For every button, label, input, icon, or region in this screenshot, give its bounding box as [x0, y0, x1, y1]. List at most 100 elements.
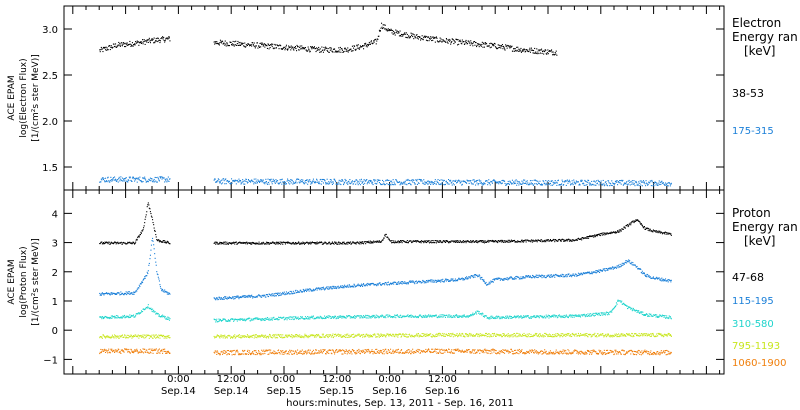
- data-point: [117, 315, 119, 317]
- data-point: [401, 283, 403, 285]
- data-point: [506, 47, 508, 49]
- data-point: [162, 314, 164, 316]
- data-point: [107, 243, 109, 245]
- data-point: [271, 183, 273, 185]
- electron-ylabel-line3: [1/(cm²s ster MeV)]: [31, 54, 41, 141]
- data-point: [551, 315, 553, 317]
- data-point: [624, 261, 626, 263]
- data-point: [576, 181, 578, 183]
- data-point: [152, 38, 154, 40]
- data-point: [430, 240, 432, 242]
- data-point: [504, 180, 506, 182]
- data-point: [214, 241, 216, 243]
- data-point: [230, 183, 232, 185]
- data-point: [616, 303, 618, 305]
- data-point: [351, 285, 353, 287]
- data-point: [346, 241, 348, 243]
- data-point: [514, 277, 516, 279]
- data-point: [324, 179, 326, 181]
- data-point: [398, 181, 400, 183]
- data-point: [317, 49, 319, 51]
- data-point: [235, 296, 237, 298]
- data-point: [218, 179, 220, 181]
- data-point: [412, 315, 414, 317]
- data-point: [388, 314, 390, 316]
- data-point: [438, 279, 440, 281]
- data-point: [159, 176, 161, 178]
- data-point: [391, 240, 393, 242]
- data-point: [595, 272, 597, 274]
- data-point: [402, 282, 404, 284]
- data-point: [165, 291, 167, 293]
- data-point: [263, 44, 265, 46]
- data-point: [370, 242, 372, 244]
- data-point: [238, 318, 240, 320]
- data-point: [470, 241, 472, 243]
- data-point: [647, 227, 649, 229]
- data-point: [491, 280, 493, 282]
- data-point: [569, 239, 571, 241]
- data-point: [146, 275, 148, 277]
- data-point: [395, 179, 397, 181]
- data-point: [453, 241, 455, 243]
- data-point: [536, 180, 538, 182]
- data-point: [612, 308, 614, 310]
- data-point: [643, 182, 645, 184]
- data-point: [350, 243, 352, 245]
- data-point: [438, 315, 440, 317]
- data-point: [322, 51, 324, 53]
- data-point: [291, 180, 293, 182]
- data-point: [424, 281, 426, 283]
- data-point: [292, 181, 294, 183]
- data-point: [278, 241, 280, 243]
- data-point: [167, 292, 169, 294]
- data-point: [152, 311, 154, 313]
- data-point: [648, 181, 650, 183]
- data-point: [253, 42, 255, 44]
- data-point: [337, 242, 339, 244]
- data-point: [619, 182, 621, 184]
- data-point: [162, 36, 164, 38]
- data-point: [375, 284, 377, 286]
- data-point: [112, 178, 114, 180]
- data-point: [360, 315, 362, 317]
- data-point: [162, 288, 164, 290]
- data-point: [141, 311, 143, 313]
- data-point: [483, 46, 485, 48]
- data-point: [483, 242, 485, 244]
- data-point: [578, 316, 580, 318]
- data-point: [393, 242, 395, 244]
- data-point: [242, 181, 244, 183]
- data-point: [313, 242, 315, 244]
- data-point: [331, 316, 333, 318]
- data-point: [241, 43, 243, 45]
- data-point: [620, 230, 622, 232]
- data-point: [311, 315, 313, 317]
- data-point: [306, 317, 308, 319]
- data-point: [446, 314, 448, 316]
- data-point: [269, 44, 271, 46]
- data-point: [414, 36, 416, 38]
- data-point: [659, 184, 661, 186]
- data-point: [425, 181, 427, 183]
- data-point: [319, 317, 321, 319]
- data-point: [429, 280, 431, 282]
- data-point: [438, 241, 440, 243]
- data-point: [492, 279, 494, 281]
- data-point: [669, 185, 671, 187]
- data-point: [586, 236, 588, 238]
- data-point: [520, 241, 522, 243]
- data-point: [216, 318, 218, 320]
- data-point: [390, 28, 392, 30]
- data-point: [651, 230, 653, 232]
- data-point: [395, 29, 397, 31]
- data-point: [235, 180, 237, 182]
- data-point: [155, 313, 157, 315]
- data-point: [634, 310, 636, 312]
- data-point: [520, 316, 522, 318]
- data-point: [310, 243, 312, 245]
- data-point: [384, 184, 386, 186]
- data-point: [394, 32, 396, 34]
- data-point: [596, 313, 598, 315]
- data-point: [464, 277, 466, 279]
